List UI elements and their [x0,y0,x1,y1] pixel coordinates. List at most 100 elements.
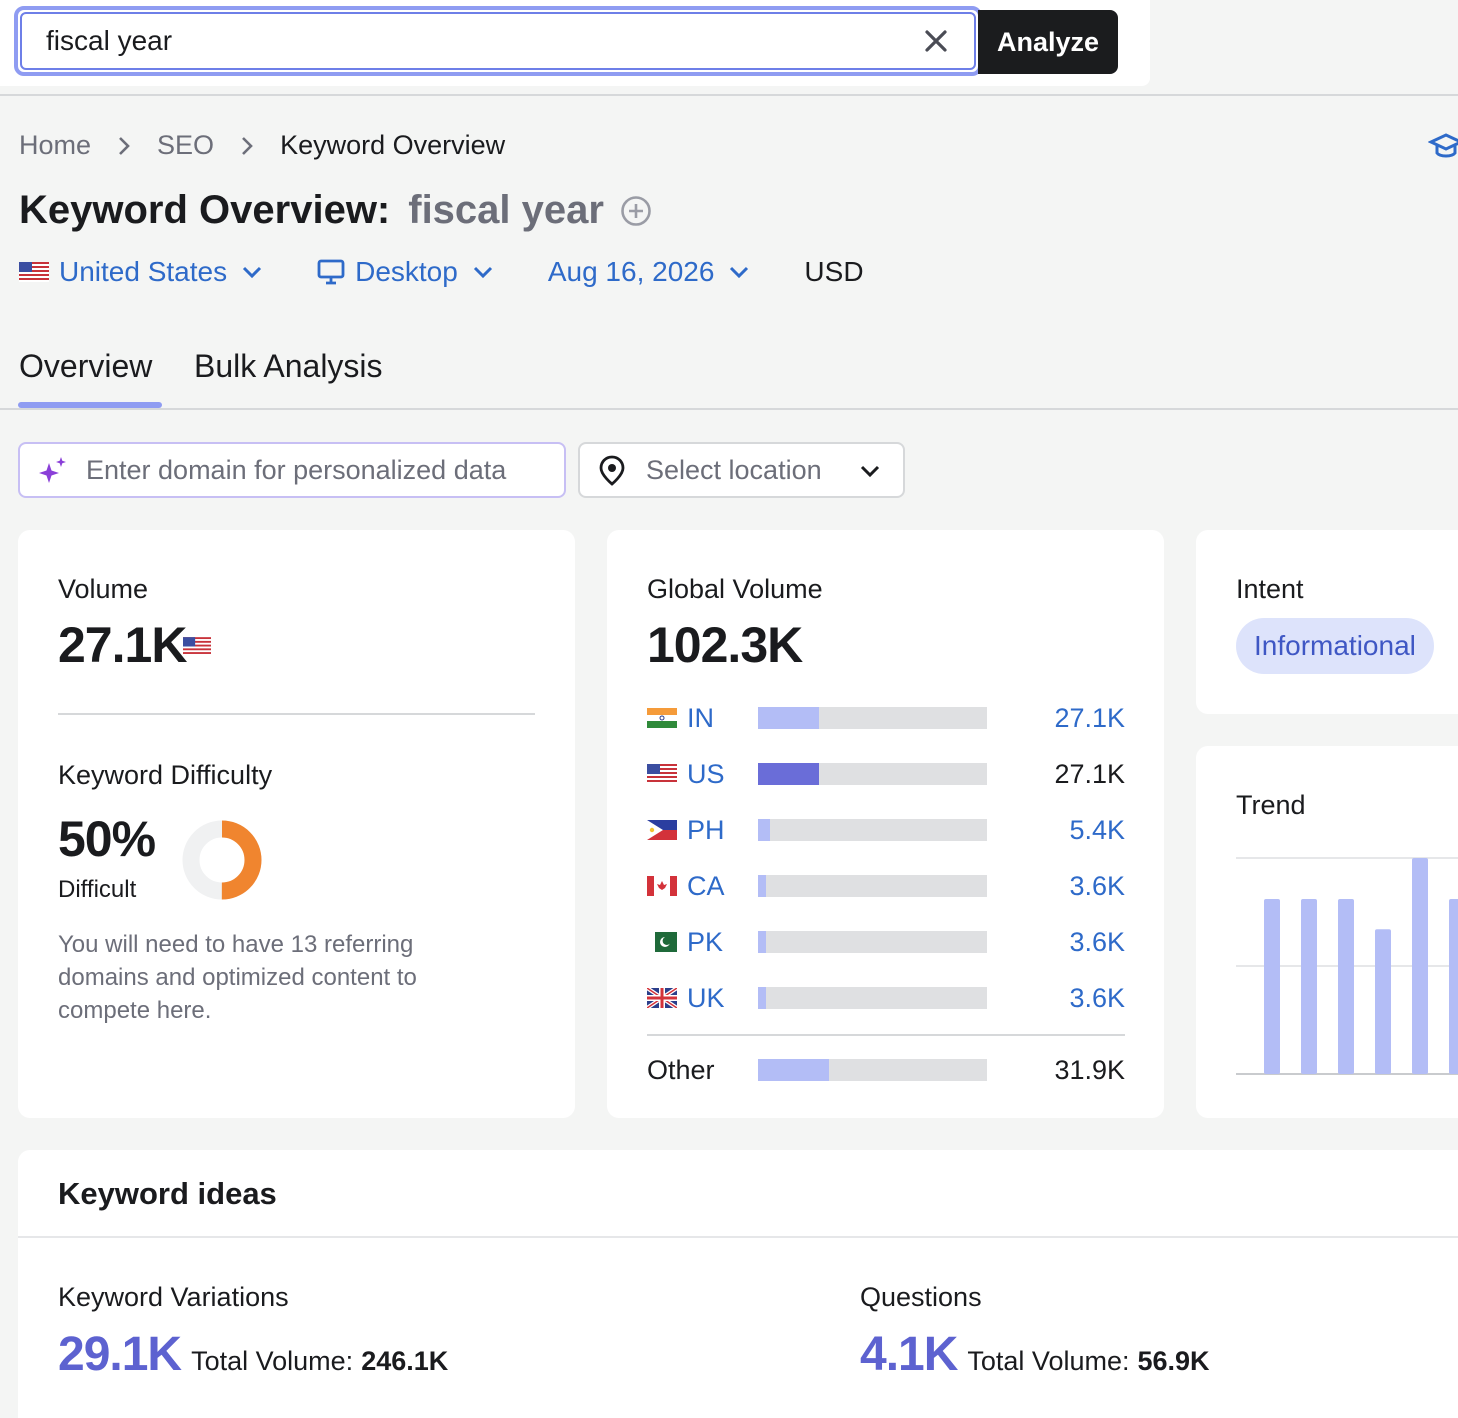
analyze-button[interactable]: Analyze [978,10,1118,74]
chevron-right-icon [242,136,253,155]
trend-bar[interactable] [1449,899,1458,1074]
intent-badge: Informational [1236,618,1434,674]
country-value[interactable]: 3.6K [1069,927,1125,957]
trend-bar[interactable] [1301,899,1317,1074]
keyword-search-input[interactable]: fiscal year [14,6,982,76]
currency-label: USD [804,256,864,287]
trend-bar[interactable] [1375,929,1391,1074]
country-bar-fill [758,987,766,1009]
country-code[interactable]: PK [687,927,724,957]
page-title: Keyword Overview: fiscal year [19,188,652,233]
country-code[interactable]: IN [687,703,714,733]
country-bar-fill [758,763,819,785]
country-row-in[interactable]: IN 27.1K [647,703,1125,734]
trend-bar[interactable] [1338,899,1354,1074]
keyword-ideas-header: Keyword ideas [18,1150,1458,1238]
country-row-pk[interactable]: PK 3.6K [647,927,1125,958]
location-select[interactable]: Select location [578,442,905,498]
keyword-variations-value[interactable]: 29.1K [58,1328,182,1381]
country-value[interactable]: 3.6K [1069,983,1125,1013]
kd-donut [182,820,262,900]
country-bar-track [758,819,987,841]
country-bar-track [758,987,987,1009]
kd-level: Difficult [58,876,137,903]
filters-row: United States Desktop Aug 16, 2026 USD [19,256,864,288]
us-flag-icon [647,764,677,784]
keyword-ideas-title: Keyword ideas [58,1176,277,1211]
country-bar-track [758,763,987,785]
chevron-right-icon [119,136,130,155]
other-value: 31.9K [1054,1055,1125,1085]
country-bar-track [758,875,987,897]
philippines-flag-icon [647,820,677,840]
country-code[interactable]: PH [687,815,725,845]
country-value: 27.1K [1054,759,1125,789]
country-bar-fill [758,1059,829,1081]
country-bar-track [758,931,987,953]
graduation-cap-icon[interactable] [1428,130,1458,164]
kd-value: 50% [58,811,156,867]
search-panel: fiscal year Analyze [0,0,1150,86]
chevron-down-icon [730,266,749,279]
tab-bulk-analysis[interactable]: Bulk Analysis [194,348,383,384]
search-input-value[interactable]: fiscal year [46,25,173,56]
add-to-list-icon[interactable] [620,195,652,227]
keyword-ideas-card: Keyword ideas Keyword Variations 29.1K T… [18,1150,1458,1418]
page-title-keyword: fiscal year [408,188,604,232]
country-value[interactable]: 5.4K [1069,815,1125,845]
variations-total-label: Total Volume: [191,1346,354,1376]
trend-chart [1236,857,1458,1075]
country-bar-track [758,1059,987,1081]
global-volume-card: Global Volume 102.3K IN 27.1K US 27.1K P… [607,530,1164,1118]
country-bar-fill [758,931,766,953]
kd-label: Keyword Difficulty [58,760,273,790]
date-filter[interactable]: Aug 16, 2026 [548,256,751,288]
questions-total-label: Total Volume: [967,1346,1130,1376]
country-row-ca[interactable]: CA 3.6K [647,871,1125,902]
country-code[interactable]: UK [687,983,725,1013]
questions-value[interactable]: 4.1K [860,1328,958,1381]
intent-card: Intent Informational [1196,530,1458,714]
questions-label: Questions [860,1282,982,1312]
volume-label: Volume [58,574,149,604]
trend-bar[interactable] [1412,858,1428,1074]
trend-bar[interactable] [1264,899,1280,1074]
chevron-down-icon [473,266,492,279]
clear-icon[interactable] [923,28,949,54]
domain-input[interactable]: Enter domain for personalized data [18,442,566,498]
country-code[interactable]: CA [687,871,725,901]
tab-overview[interactable]: Overview [19,348,153,384]
country-bar-fill [758,875,766,897]
breadcrumb-home[interactable]: Home [19,130,92,160]
country-value[interactable]: 27.1K [1054,703,1125,733]
location-select-placeholder: Select location [646,454,822,485]
tabs-bar: Overview Bulk Analysis [0,340,1458,410]
global-volume-label: Global Volume [647,574,823,604]
page-title-prefix: Keyword Overview: [19,188,391,232]
country-row-uk[interactable]: UK 3.6K [647,983,1125,1014]
volume-value: 27.1K [58,617,187,673]
global-volume-value: 102.3K [647,617,803,673]
trend-card: Trend [1196,746,1458,1118]
volume-card: Volume 27.1K Keyword Difficulty 50% Diff… [18,530,575,1118]
active-tab-indicator [18,402,162,408]
country-code[interactable]: US [687,759,725,789]
keyword-variations-label: Keyword Variations [58,1282,289,1312]
us-flag-icon [19,262,49,282]
device-filter-label: Desktop [355,256,458,287]
date-filter-label: Aug 16, 2026 [547,256,715,287]
country-bar-fill [758,819,771,841]
other-label: Other [647,1055,715,1085]
country-row-ph[interactable]: PH 5.4K [647,815,1125,846]
country-filter[interactable]: United States [19,256,263,288]
questions-block: Questions 4.1K Total Volume: 56.9K [860,1282,1210,1382]
country-filter-label: United States [59,256,228,287]
canada-flag-icon [647,876,677,896]
country-value[interactable]: 3.6K [1069,871,1125,901]
country-row-other: Other 31.9K [647,1055,1125,1086]
breadcrumb-seo[interactable]: SEO [157,130,215,160]
country-bar-track [758,707,987,729]
device-filter[interactable]: Desktop [317,256,494,288]
breadcrumb: Home SEO Keyword Overview [19,130,505,161]
kd-description: You will need to have 13 referring domai… [58,931,417,1024]
